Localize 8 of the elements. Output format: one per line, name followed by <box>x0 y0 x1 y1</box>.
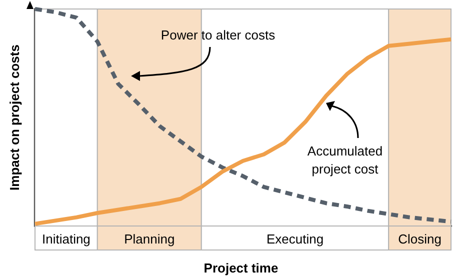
text: Closing <box>398 232 442 246</box>
text: Initiating <box>42 232 90 246</box>
text: Planning <box>124 232 175 246</box>
text: Executing <box>266 232 324 246</box>
annotation: Power to alter costs <box>160 28 276 42</box>
x-axis-title: Project time <box>204 260 278 276</box>
y-axis-title: Impact on project costs <box>7 44 22 190</box>
annotation: Accumulated project cost <box>307 144 383 176</box>
